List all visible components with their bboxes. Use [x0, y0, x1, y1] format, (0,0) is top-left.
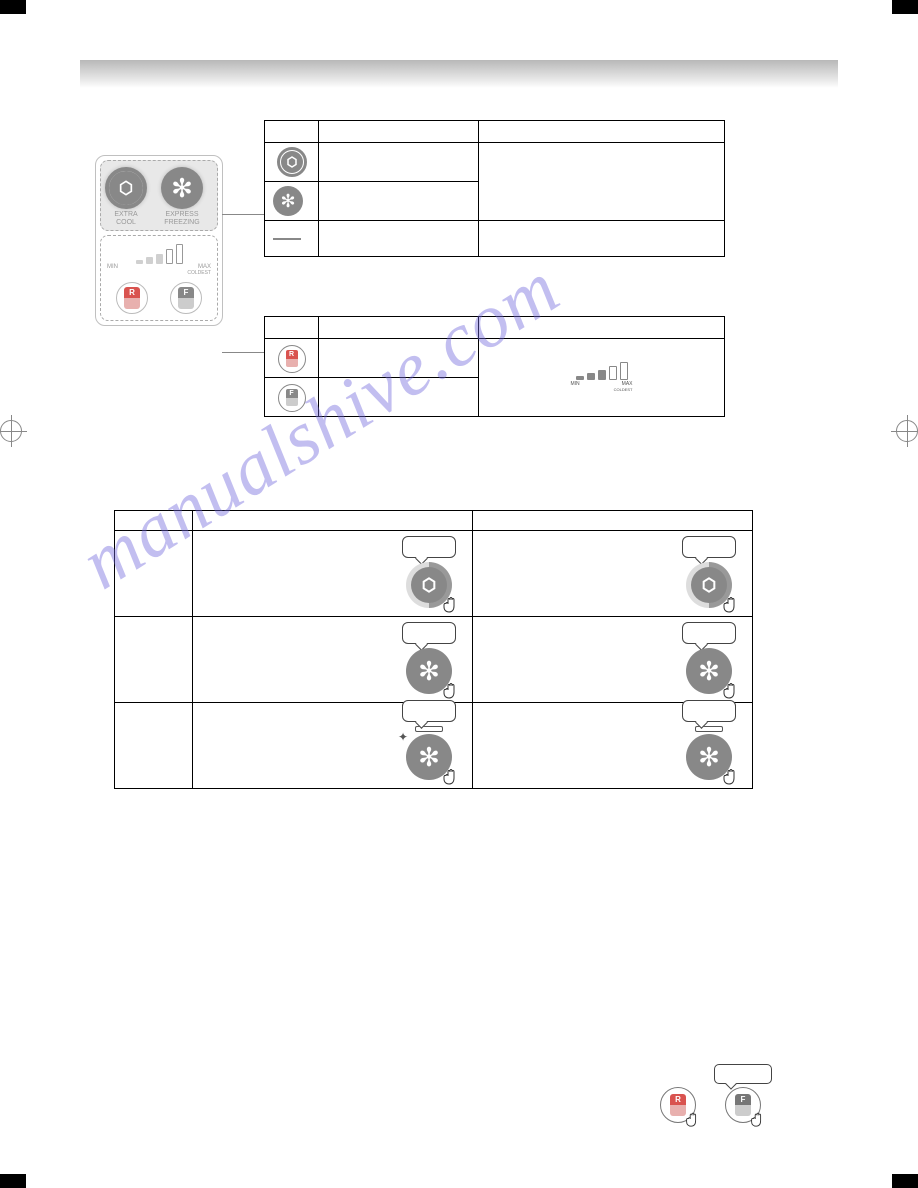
functions-table: ✻: [264, 120, 725, 257]
connector-line: [222, 214, 264, 215]
hand-icon: [438, 766, 462, 786]
crop-mark: [0, 420, 22, 442]
speech-bubble: [682, 536, 736, 558]
panel-top-section: EXTRA COOL ✻ EXPRESS FREEZING: [100, 160, 218, 231]
speech-bubble: [714, 1064, 772, 1084]
hand-icon: [681, 1110, 703, 1128]
express-freezing-label: EXPRESS FREEZING: [151, 211, 213, 226]
hand-icon: [718, 594, 742, 614]
control-panel-illustration: EXTRA COOL ✻ EXPRESS FREEZING MIN MAX CO…: [95, 155, 223, 326]
express-freeze-press-icon: ✻: [686, 648, 732, 694]
crop-corner: [0, 0, 26, 14]
speech-bubble: [682, 700, 736, 722]
hand-icon: [438, 594, 462, 614]
r-button-icon: R: [278, 345, 306, 373]
temperature-table: R MINMAXCOLDEST F: [264, 316, 725, 417]
express-freeze-press-icon: ✻: [406, 648, 452, 694]
extra-cool-icon: [105, 167, 147, 209]
speech-bubble: [402, 536, 456, 558]
hand-icon: [746, 1110, 768, 1128]
express-freeze-press-icon: ✻: [686, 734, 732, 780]
hexagon-icon: [277, 147, 307, 177]
crop-corner: [892, 1174, 918, 1188]
freezer-button: F: [170, 282, 202, 314]
speech-bubble: [402, 622, 456, 644]
hand-icon: [718, 766, 742, 786]
bottom-button-group: R F: [660, 1064, 772, 1123]
extra-cool-press-icon: [686, 562, 732, 608]
snowflake-icon: ✻: [273, 186, 303, 216]
refrigerator-button: R: [116, 282, 148, 314]
crop-corner: [0, 1174, 26, 1188]
f-button-icon: F: [278, 384, 306, 412]
speech-bubble: [402, 700, 456, 722]
temperature-scale-graphic: MINMAXCOLDEST: [571, 362, 633, 393]
operation-table: ✻ ✻ ✦ ✻: [114, 510, 753, 789]
extra-cool-label: EXTRA COOL: [105, 211, 147, 226]
express-freeze-blink-icon: ✦ ✻: [406, 734, 452, 780]
f-button-press: F: [725, 1087, 761, 1123]
min-label: MIN: [107, 264, 118, 276]
temperature-bars: [105, 242, 213, 264]
express-freezing-icon: ✻: [161, 167, 203, 209]
hand-icon: [718, 680, 742, 700]
extra-cool-press-icon: [406, 562, 452, 608]
r-button-press: R: [660, 1087, 696, 1123]
panel-bottom-section: MIN MAX COLDEST R F: [100, 235, 218, 321]
hand-icon: [438, 680, 462, 700]
crop-mark: [896, 420, 918, 442]
connector-line: [222, 352, 264, 353]
page-header-bar: [80, 60, 838, 88]
coldest-label: COLDEST: [187, 270, 211, 276]
speech-bubble: [682, 622, 736, 644]
crop-corner: [892, 0, 918, 14]
dash-icon: [273, 238, 301, 240]
